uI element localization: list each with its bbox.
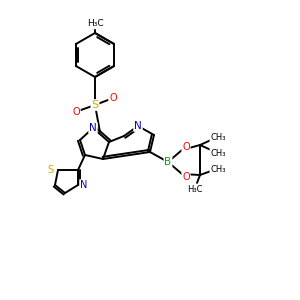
Text: O: O [72,107,80,117]
Text: O: O [109,93,117,103]
Text: B: B [164,157,172,167]
Text: CH₃: CH₃ [210,133,226,142]
Text: O: O [182,172,190,182]
Text: S: S [48,165,54,175]
Text: CH₃: CH₃ [210,164,226,173]
Text: N: N [134,121,142,131]
Text: N: N [80,180,87,190]
Text: CH₃: CH₃ [210,148,226,158]
Text: H₃C: H₃C [187,184,203,194]
Text: S: S [92,100,99,110]
Text: N: N [89,123,97,133]
Text: O: O [182,142,190,152]
Text: H₃C: H₃C [87,20,103,28]
